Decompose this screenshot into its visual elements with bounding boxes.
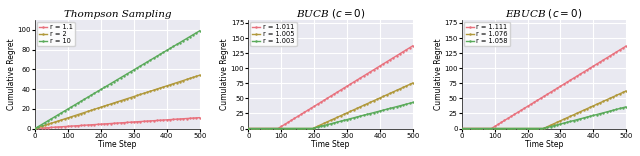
r = 1.005: [409, 82, 417, 84]
r = 1.005: [285, 128, 293, 129]
r = 1.1: [91, 124, 99, 125]
r = 1.011: [353, 79, 360, 81]
r = 1.003: [292, 128, 300, 129]
r = 1.005: [292, 128, 300, 129]
r = 1.111: [458, 128, 465, 129]
r = 1.058: [458, 128, 465, 129]
r = 2: [72, 114, 80, 116]
r = 1.058: [566, 121, 573, 122]
Legend: r = 1.011, r = 1.005, r = 1.003: r = 1.011, r = 1.005, r = 1.003: [250, 22, 296, 46]
r = 1.1: [196, 117, 204, 119]
r = 1.111: [566, 80, 573, 81]
r = 1.058: [564, 121, 572, 123]
r = 1.1: [72, 125, 80, 127]
r = 2: [31, 128, 39, 129]
r = 1.111: [594, 62, 602, 64]
Line: r = 1.111: r = 1.111: [461, 45, 627, 129]
r = 1.076: [506, 128, 513, 129]
r = 1.005: [381, 95, 388, 97]
r = 1.003: [409, 101, 417, 103]
r = 1.076: [623, 90, 630, 92]
r = 10: [31, 128, 39, 129]
r = 1.011: [305, 109, 312, 111]
X-axis label: Time Step: Time Step: [312, 140, 350, 149]
r = 2: [168, 83, 175, 85]
r = 1.1: [168, 119, 175, 120]
r = 2: [137, 93, 145, 95]
r = 1.111: [499, 121, 506, 123]
r = 10: [168, 47, 175, 49]
r = 2: [140, 93, 147, 95]
r = 1.1: [140, 120, 147, 122]
Line: r = 2: r = 2: [34, 74, 201, 129]
r = 1.058: [623, 106, 630, 108]
r = 1.111: [623, 45, 630, 47]
Title: EBUCB $(c = 0)$: EBUCB $(c = 0)$: [506, 7, 582, 20]
Title: Thompson Sampling: Thompson Sampling: [63, 10, 171, 19]
r = 1.011: [292, 116, 300, 118]
r = 1.1: [137, 121, 145, 122]
r = 1.111: [518, 109, 525, 111]
Line: r = 1.005: r = 1.005: [247, 82, 414, 129]
r = 2: [91, 108, 99, 110]
r = 2: [196, 74, 204, 76]
r = 1.058: [499, 128, 506, 129]
r = 1.003: [244, 128, 252, 129]
X-axis label: Time Step: Time Step: [525, 140, 563, 149]
r = 1.076: [518, 128, 525, 129]
Title: BUCB $(c = 0)$: BUCB $(c = 0)$: [296, 7, 365, 20]
r = 10: [91, 92, 99, 94]
r = 1.005: [244, 128, 252, 129]
r = 10: [79, 99, 86, 101]
r = 1.011: [409, 45, 417, 47]
r = 1.111: [564, 81, 572, 83]
X-axis label: Time Step: Time Step: [98, 140, 136, 149]
r = 1.1: [31, 128, 39, 129]
r = 10: [140, 63, 147, 65]
r = 1.011: [351, 81, 358, 83]
r = 1.003: [381, 109, 388, 111]
r = 1.011: [285, 121, 293, 123]
Line: r = 1.003: r = 1.003: [247, 101, 414, 129]
r = 1.076: [594, 103, 602, 105]
Y-axis label: Cumulative Regret: Cumulative Regret: [220, 38, 229, 110]
r = 1.011: [381, 62, 388, 64]
r = 1.003: [285, 128, 293, 129]
r = 1.076: [499, 128, 506, 129]
r = 10: [72, 103, 80, 105]
r = 1.111: [506, 117, 513, 118]
r = 1.076: [458, 128, 465, 129]
Legend: r = 1.1, r = 2, r = 10: r = 1.1, r = 2, r = 10: [37, 22, 74, 46]
Line: r = 1.011: r = 1.011: [247, 45, 414, 129]
r = 1.076: [564, 117, 572, 118]
Line: r = 10: r = 10: [34, 30, 201, 129]
Line: r = 1.076: r = 1.076: [461, 90, 627, 129]
r = 1.1: [79, 124, 86, 126]
r = 1.005: [351, 109, 358, 110]
r = 2: [79, 112, 86, 114]
r = 1.058: [518, 128, 525, 129]
Y-axis label: Cumulative Regret: Cumulative Regret: [7, 38, 16, 110]
r = 1.076: [566, 116, 573, 117]
r = 1.058: [594, 113, 602, 115]
r = 1.005: [305, 128, 312, 129]
Y-axis label: Cumulative Regret: Cumulative Regret: [434, 38, 443, 110]
Line: r = 1.1: r = 1.1: [34, 117, 201, 129]
r = 1.058: [506, 128, 513, 129]
r = 1.003: [305, 128, 312, 129]
r = 1.003: [353, 116, 360, 118]
r = 1.003: [351, 117, 358, 119]
Line: r = 1.058: r = 1.058: [461, 106, 627, 129]
r = 10: [196, 30, 204, 32]
r = 10: [137, 65, 145, 66]
r = 1.005: [353, 108, 360, 110]
r = 1.011: [244, 128, 252, 129]
Legend: r = 1.111, r = 1.076, r = 1.058: r = 1.111, r = 1.076, r = 1.058: [463, 22, 510, 46]
